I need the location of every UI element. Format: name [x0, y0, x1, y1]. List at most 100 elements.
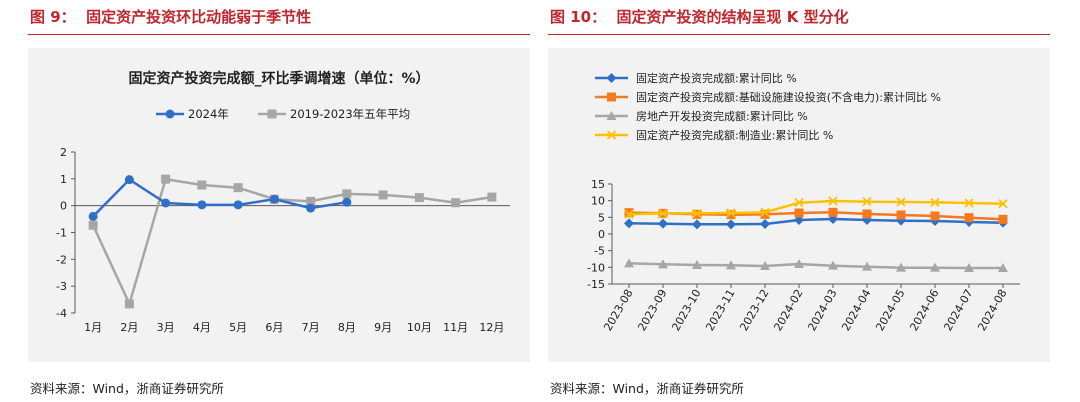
point-real-estate	[964, 263, 974, 272]
x-tick-label: 8月	[338, 321, 356, 334]
series-line-real-estate	[628, 262, 1003, 270]
point-average	[197, 180, 207, 190]
legend-label-2024: 2024年	[188, 107, 229, 121]
point-real-estate	[624, 258, 634, 268]
point-manufacturing	[896, 197, 906, 207]
figure-10-rule	[548, 34, 1050, 35]
figure-9-title: 图 9： 固定资产投资环比动能弱于季节性	[30, 8, 312, 26]
x-tick-label: 2023-12	[737, 287, 771, 333]
x-tick-label: 2023-10	[669, 287, 703, 333]
point-manufacturing	[726, 208, 736, 218]
x-tick-label: 2024-06	[907, 287, 941, 333]
figure-9-source: 资料来源：Wind，浙商证券研究所	[30, 381, 224, 396]
point-infrastructure	[930, 211, 940, 221]
series-line-1	[91, 177, 493, 308]
point-real-estate	[658, 259, 668, 269]
y-tick-label: -10	[587, 261, 605, 274]
point-manufacturing	[692, 208, 702, 218]
series-line-manufacturing	[628, 199, 1004, 216]
point-real-estate	[760, 261, 770, 270]
x-tick-label: 12月	[479, 321, 504, 334]
x-tick-label: 9月	[374, 321, 392, 334]
point-average	[451, 198, 461, 208]
legend-manufacturing-label: 固定资产投资完成额:制造业:累计同比 %	[636, 128, 833, 142]
legend-manufacturing-marker	[606, 130, 617, 140]
point-average	[124, 299, 134, 309]
point-2024	[88, 211, 98, 221]
figure-9-chart: 固定资产投资完成额_环比季调增速（单位：%） 2024年 2019-2023年五…	[56, 70, 510, 334]
y-tick-label: 0	[60, 200, 67, 213]
legend-real-estate-label: 房地产开发投资完成额:累计同比 %	[636, 109, 808, 123]
point-infrastructure	[794, 208, 804, 218]
point-2024	[197, 200, 207, 210]
x-tick-label: 2024-02	[771, 287, 805, 333]
point-2024	[306, 203, 316, 213]
x-tick-label: 4月	[193, 321, 211, 334]
y-tick-label: 15	[591, 178, 605, 191]
point-real-estate	[828, 260, 838, 270]
y-tick-label: -15	[587, 278, 605, 291]
x-tick-label: 2024-03	[805, 287, 839, 333]
figure-10-title: 图 10： 固定资产投资的结构呈现 K 型分化	[550, 8, 849, 26]
point-2024	[233, 200, 243, 210]
point-total	[726, 219, 736, 230]
point-manufacturing	[658, 208, 668, 218]
x-tick-label: 11月	[443, 321, 468, 334]
y-tick-label: 5	[598, 211, 605, 224]
x-tick-label: 5月	[229, 321, 247, 334]
point-real-estate	[930, 262, 940, 272]
y-tick-label: 1	[60, 173, 67, 186]
x-tick-label: 2023-11	[703, 287, 737, 333]
point-real-estate	[896, 262, 906, 272]
y-tick-label: 10	[591, 195, 605, 208]
point-total	[624, 218, 634, 229]
point-real-estate	[998, 263, 1008, 272]
y-tick-label: -1	[56, 227, 67, 240]
legend-total-label: 固定资产投资完成额:累计同比 %	[636, 71, 797, 85]
point-infrastructure	[862, 209, 872, 219]
y-tick-label: -5	[594, 245, 605, 258]
legend: 固定资产投资完成额:累计同比 % 固定资产投资完成额:基础设施建设投资(不含电力)…	[595, 71, 941, 142]
figure-10-chart: 固定资产投资完成额:累计同比 % 固定资产投资完成额:基础设施建设投资(不含电力)…	[587, 71, 1020, 333]
x-tick-label: 2024-04	[839, 287, 873, 333]
y-tick-label: -3	[56, 280, 67, 293]
point-manufacturing	[624, 209, 634, 219]
point-manufacturing	[964, 198, 974, 208]
legend-label-average: 2019-2023年五年平均	[290, 107, 410, 121]
point-average	[88, 220, 98, 230]
chart-title: 固定资产投资完成额_环比季调增速（单位：%）	[128, 70, 429, 87]
point-infrastructure	[760, 209, 770, 219]
point-infrastructure	[828, 207, 838, 217]
legend: 2024年 2019-2023年五年平均	[156, 107, 410, 121]
point-average	[161, 174, 171, 184]
y-tick-label: 2	[60, 146, 67, 159]
x-tick-label: 2023-08	[601, 287, 635, 333]
point-average	[487, 192, 497, 202]
x-tick-label: 2023-09	[635, 287, 669, 333]
point-infrastructure	[896, 210, 906, 220]
x-tick-label: 1月	[84, 321, 102, 334]
point-manufacturing	[828, 196, 838, 206]
series-line-total	[628, 217, 1004, 226]
point-manufacturing	[998, 199, 1008, 209]
legend-infrastructure-label: 固定资产投资完成额:基础设施建设投资(不含电力):累计同比 %	[636, 90, 941, 104]
legend-marker-2024	[165, 109, 175, 119]
figure-9-panel	[28, 48, 530, 362]
point-manufacturing	[760, 207, 770, 217]
x-tick-label: 3月	[157, 321, 175, 334]
point-2024	[161, 198, 171, 208]
point-manufacturing	[794, 198, 804, 208]
x-tick-label: 7月	[302, 321, 320, 334]
point-total	[692, 219, 702, 230]
x-tick-label: 10月	[407, 321, 432, 334]
point-real-estate	[726, 260, 736, 270]
point-real-estate	[794, 259, 804, 268]
x-tick-label: 2月	[120, 321, 138, 334]
point-average	[342, 189, 352, 199]
point-real-estate	[862, 261, 872, 271]
x-tick-label: 2024-05	[873, 287, 907, 333]
point-infrastructure	[964, 213, 974, 223]
point-manufacturing	[930, 197, 940, 207]
legend-total-marker	[606, 73, 617, 83]
series-line-0	[92, 177, 348, 218]
